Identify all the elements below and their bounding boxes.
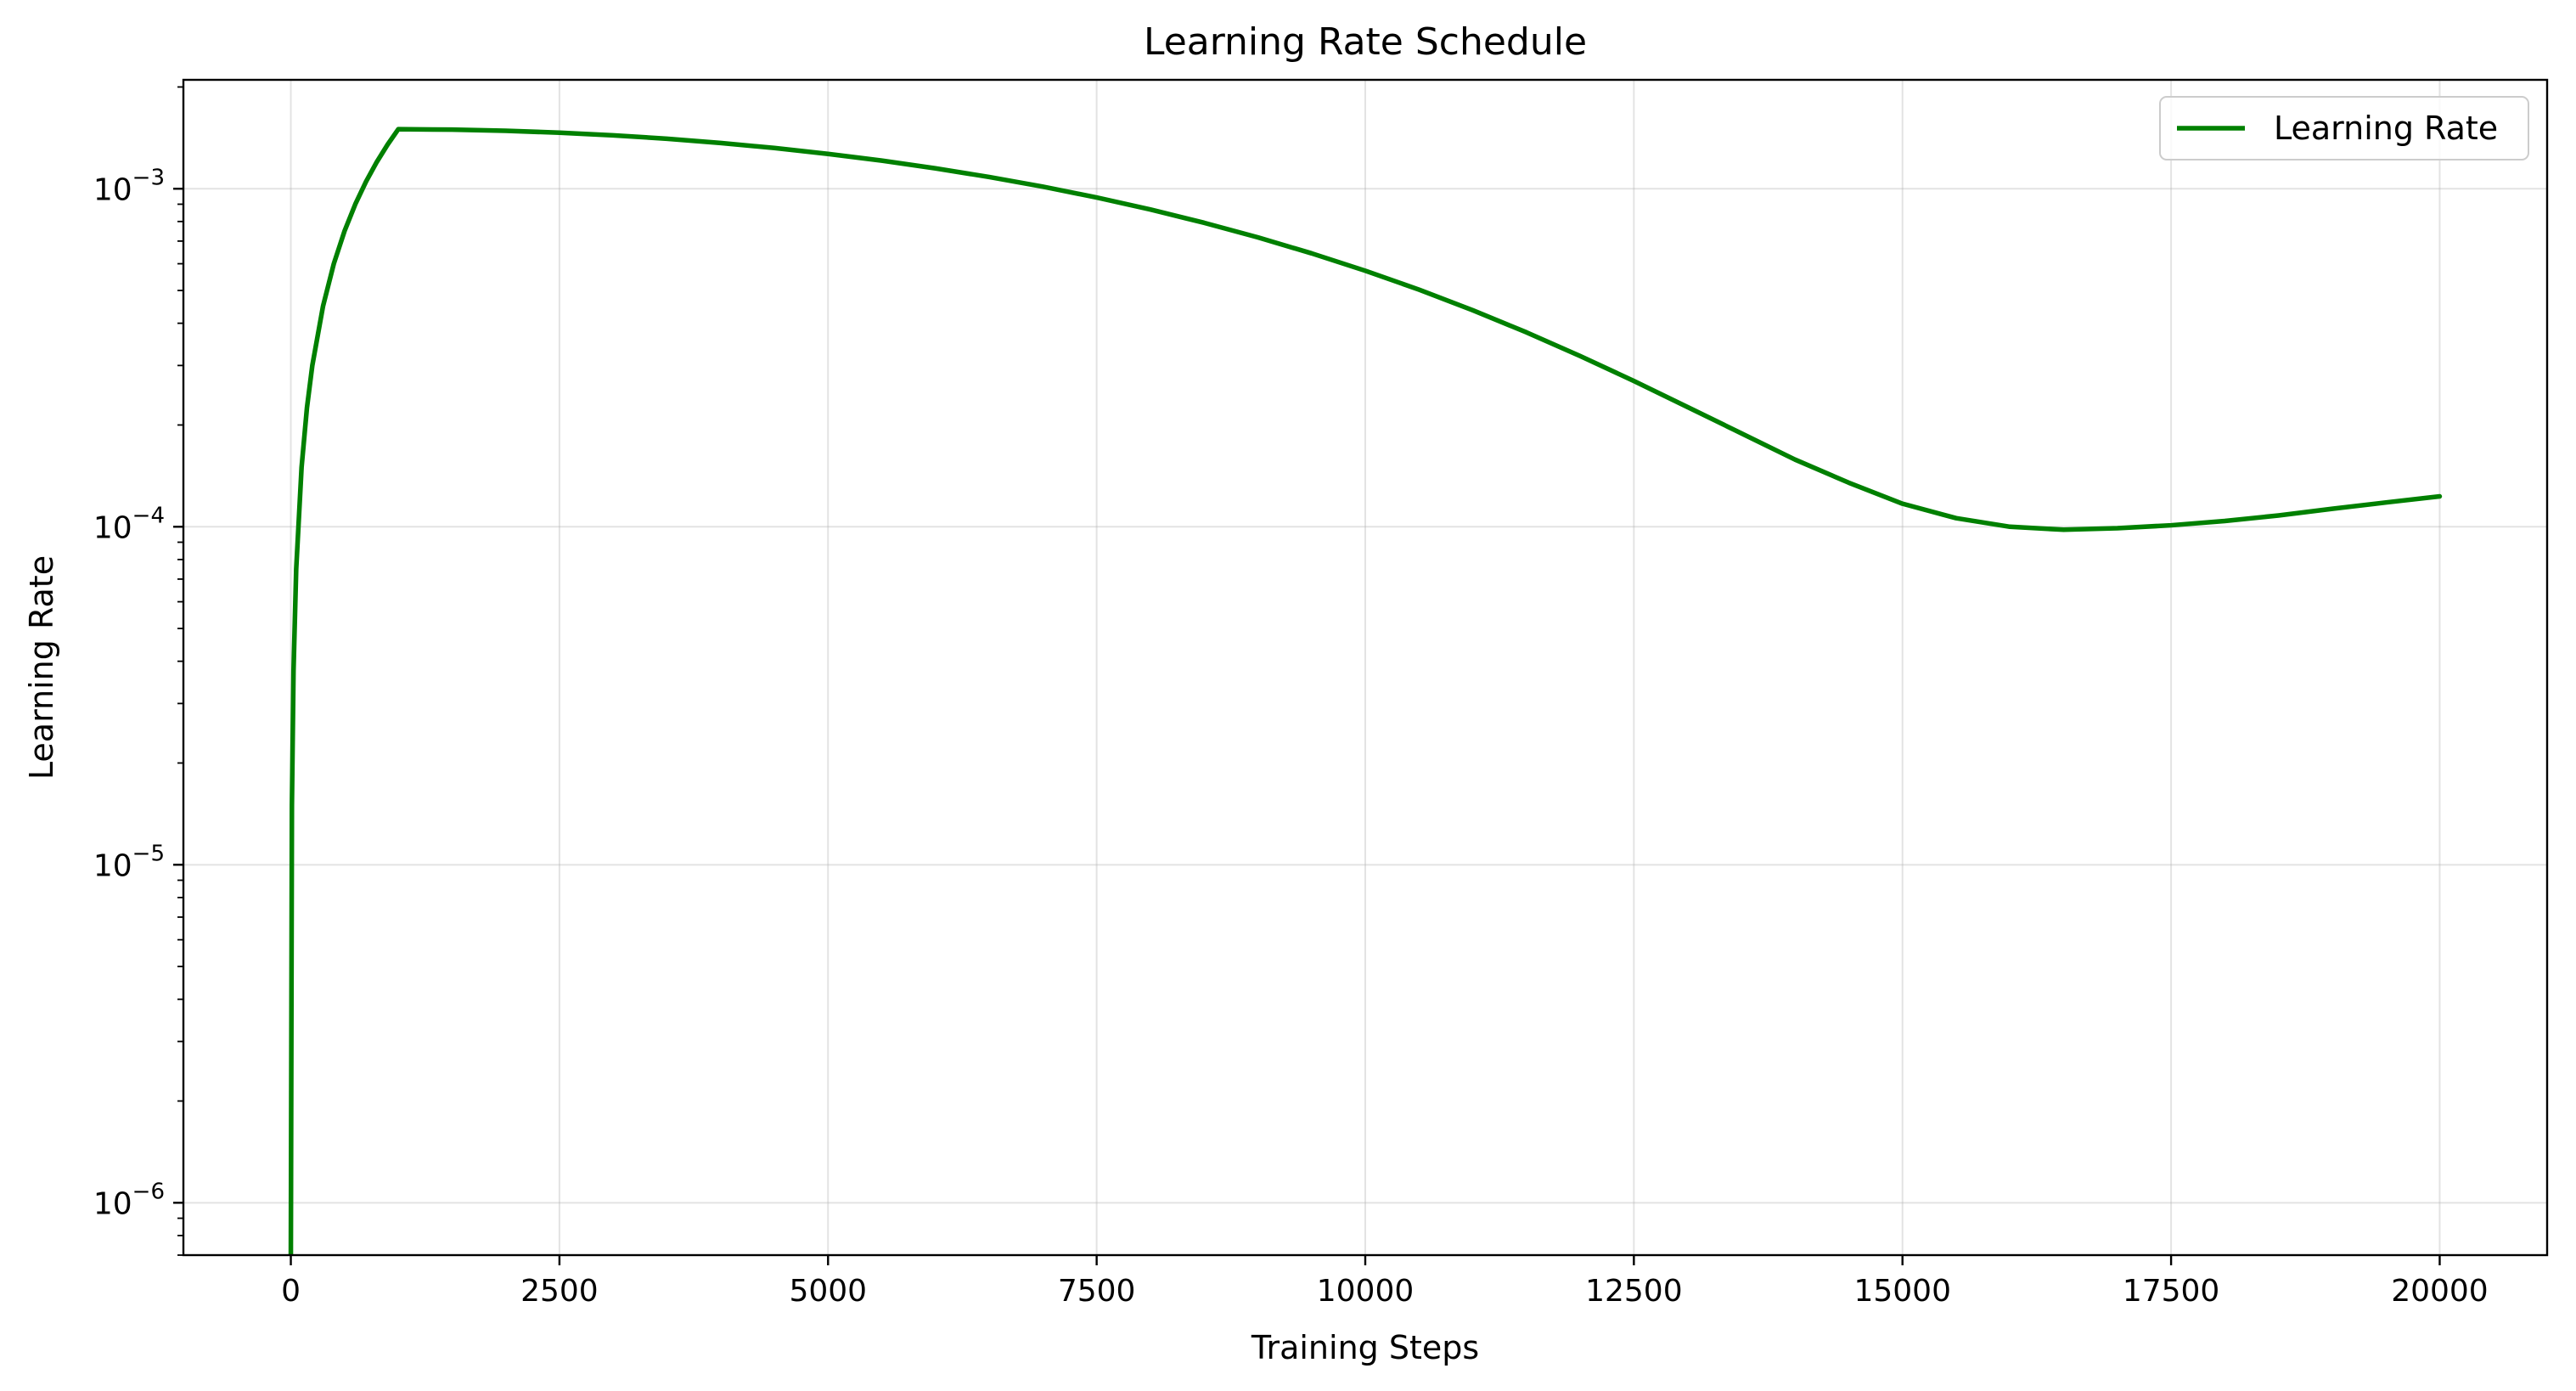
chart-title: Learning Rate Schedule xyxy=(1144,20,1587,64)
grid-lines xyxy=(183,80,2547,1255)
y-tick-label: 10−6 xyxy=(93,1179,165,1221)
y-axis-ticks: 10−6 10−5 10−4 10−3 xyxy=(93,86,183,1256)
x-axis-label: Training Steps xyxy=(1251,1329,1479,1366)
y-tick-label: 10−5 xyxy=(93,841,165,883)
legend: Learning Rate xyxy=(2159,96,2529,160)
plot-area xyxy=(288,127,2443,1255)
x-tick-label: 2500 xyxy=(520,1274,599,1309)
x-tick-label: 12500 xyxy=(1585,1274,1683,1309)
legend-label-learning-rate: Learning Rate xyxy=(2274,110,2498,147)
x-tick-label: 15000 xyxy=(1853,1274,1951,1309)
legend-box xyxy=(2159,96,2529,160)
x-tick-label: 20000 xyxy=(2391,1274,2489,1309)
x-tick-label: 5000 xyxy=(789,1274,867,1309)
x-tick-label: 10000 xyxy=(1317,1274,1415,1309)
x-tick-label: 7500 xyxy=(1058,1274,1136,1309)
series-line-learning-rate xyxy=(288,127,2443,1255)
y-axis-label: Learning Rate xyxy=(23,555,60,780)
x-tick-label: 0 xyxy=(281,1274,301,1309)
x-axis-ticks: 0 2500 5000 7500 10000 12500 15000 17500 20000 xyxy=(281,1255,2489,1309)
x-tick-label: 17500 xyxy=(2123,1274,2220,1309)
y-tick-label: 10−4 xyxy=(93,503,165,545)
y-tick-label: 10−3 xyxy=(93,165,165,207)
